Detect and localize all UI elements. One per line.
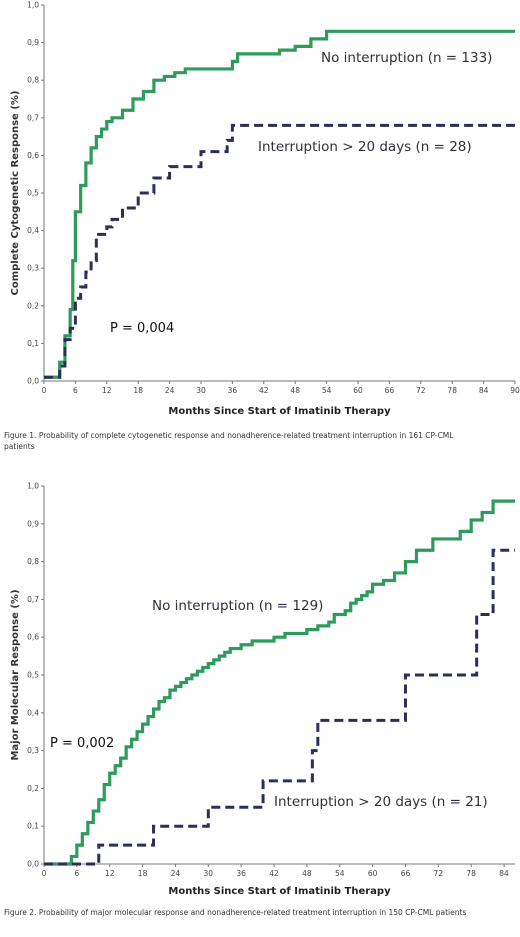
x-tick-label: 42 <box>269 869 279 878</box>
y-tick-label: 0,5 <box>27 671 39 680</box>
x-tick-label: 72 <box>434 869 444 878</box>
x-tick-label: 0 <box>42 386 47 395</box>
y-tick-label: 0,6 <box>27 151 39 160</box>
chart-major-molecular-response: 0,0 0,1 0,2 0,3 0,4 0,5 0,6 0,7 0,8 0,9 1,0 0 6 12 18 2… <box>10 482 515 897</box>
x-tick-label: 54 <box>335 869 345 878</box>
y-tick-label: 0,9 <box>27 519 39 528</box>
y-tick-label: 0,2 <box>27 784 39 793</box>
x-axis-label: Months Since Start of Imatinib Therapy <box>168 886 391 897</box>
y-tick-label: 0,5 <box>27 189 39 198</box>
x-tick-label: 48 <box>290 386 300 395</box>
x-tick-label: 6 <box>73 386 78 395</box>
y-tick-label: 0,7 <box>27 113 39 122</box>
x-tick-label: 84 <box>479 386 489 395</box>
y-tick-label: 0,2 <box>27 301 39 310</box>
y-tick-label: 0,6 <box>27 633 39 642</box>
x-tick-label: 24 <box>165 386 175 395</box>
y-tick-label: 0,1 <box>27 339 39 348</box>
series-label-no-interruption: No interruption (n = 129) <box>152 598 323 614</box>
y-tick-label: 0,9 <box>27 38 39 47</box>
x-tick-label: 60 <box>353 386 363 395</box>
y-tick-label: 0,4 <box>27 708 39 717</box>
series-line-interruption <box>44 123 515 379</box>
x-tick-label: 18 <box>133 386 143 395</box>
series-label-interruption: Interruption > 20 days (n = 21) <box>274 794 488 810</box>
y-tick-label: 0,7 <box>27 595 39 604</box>
x-tick-label: 42 <box>259 386 269 395</box>
y-axis-label: Complete Cytogenetic Response (%) <box>10 91 21 296</box>
y-tick-label: 0,1 <box>27 822 39 831</box>
p-value-annotation: P = 0,004 <box>110 321 174 336</box>
x-tick-label: 0 <box>42 869 47 878</box>
y-tick-label: 1,0 <box>27 482 39 491</box>
series-line-no-interruption <box>44 499 515 866</box>
x-tick-label: 24 <box>171 869 181 878</box>
x-tick-label: 30 <box>204 869 214 878</box>
x-tick-label: 12 <box>102 386 112 395</box>
x-tick-label: 78 <box>447 386 457 395</box>
x-axis-label: Months Since Start of Imatinib Therapy <box>168 406 391 417</box>
x-tick-label: 36 <box>236 869 246 878</box>
figure-1-caption: Figure 1. Probability of complete cytoge… <box>4 431 454 451</box>
x-tick-label: 84 <box>499 869 509 878</box>
x-tick-label: 12 <box>105 869 115 878</box>
figure-2-caption: Figure 2. Probability of major molecular… <box>4 908 467 917</box>
y-tick-label: 0,0 <box>27 860 39 869</box>
x-tick-label: 48 <box>302 869 312 878</box>
x-tick-label: 18 <box>138 869 148 878</box>
series-label-no-interruption: No interruption (n = 133) <box>321 50 492 66</box>
y-tick-label: 0,0 <box>27 377 39 386</box>
y-tick-label: 0,3 <box>27 746 39 755</box>
x-tick-label: 54 <box>322 386 332 395</box>
series-label-interruption: Interruption > 20 days (n = 28) <box>258 139 472 155</box>
x-tick-label: 60 <box>368 869 378 878</box>
y-tick-label: 0,4 <box>27 226 39 235</box>
series-line-no-interruption <box>44 29 515 379</box>
y-tick-label: 1,0 <box>27 1 39 10</box>
x-tick-label: 90 <box>510 386 520 395</box>
y-tick-label: 0,8 <box>27 557 39 566</box>
x-tick-label: 66 <box>385 386 395 395</box>
y-axis-label: Major Molecular Response (%) <box>10 589 21 760</box>
series-line-interruption <box>44 548 515 866</box>
y-tick-label: 0,8 <box>27 76 39 85</box>
p-value-annotation: P = 0,002 <box>50 736 114 751</box>
x-tick-label: 72 <box>416 386 426 395</box>
x-tick-label: 66 <box>401 869 411 878</box>
x-tick-label: 78 <box>466 869 476 878</box>
y-tick-label: 0,3 <box>27 264 39 273</box>
x-tick-label: 30 <box>196 386 206 395</box>
x-tick-label: 36 <box>228 386 238 395</box>
x-tick-label: 6 <box>74 869 79 878</box>
chart-complete-cytogenetic-response: 0,0 0,1 0,2 0,3 0,4 0,5 0,6 0,7 0,8 0,9 1,0 0 6 12 18 2… <box>10 1 520 418</box>
